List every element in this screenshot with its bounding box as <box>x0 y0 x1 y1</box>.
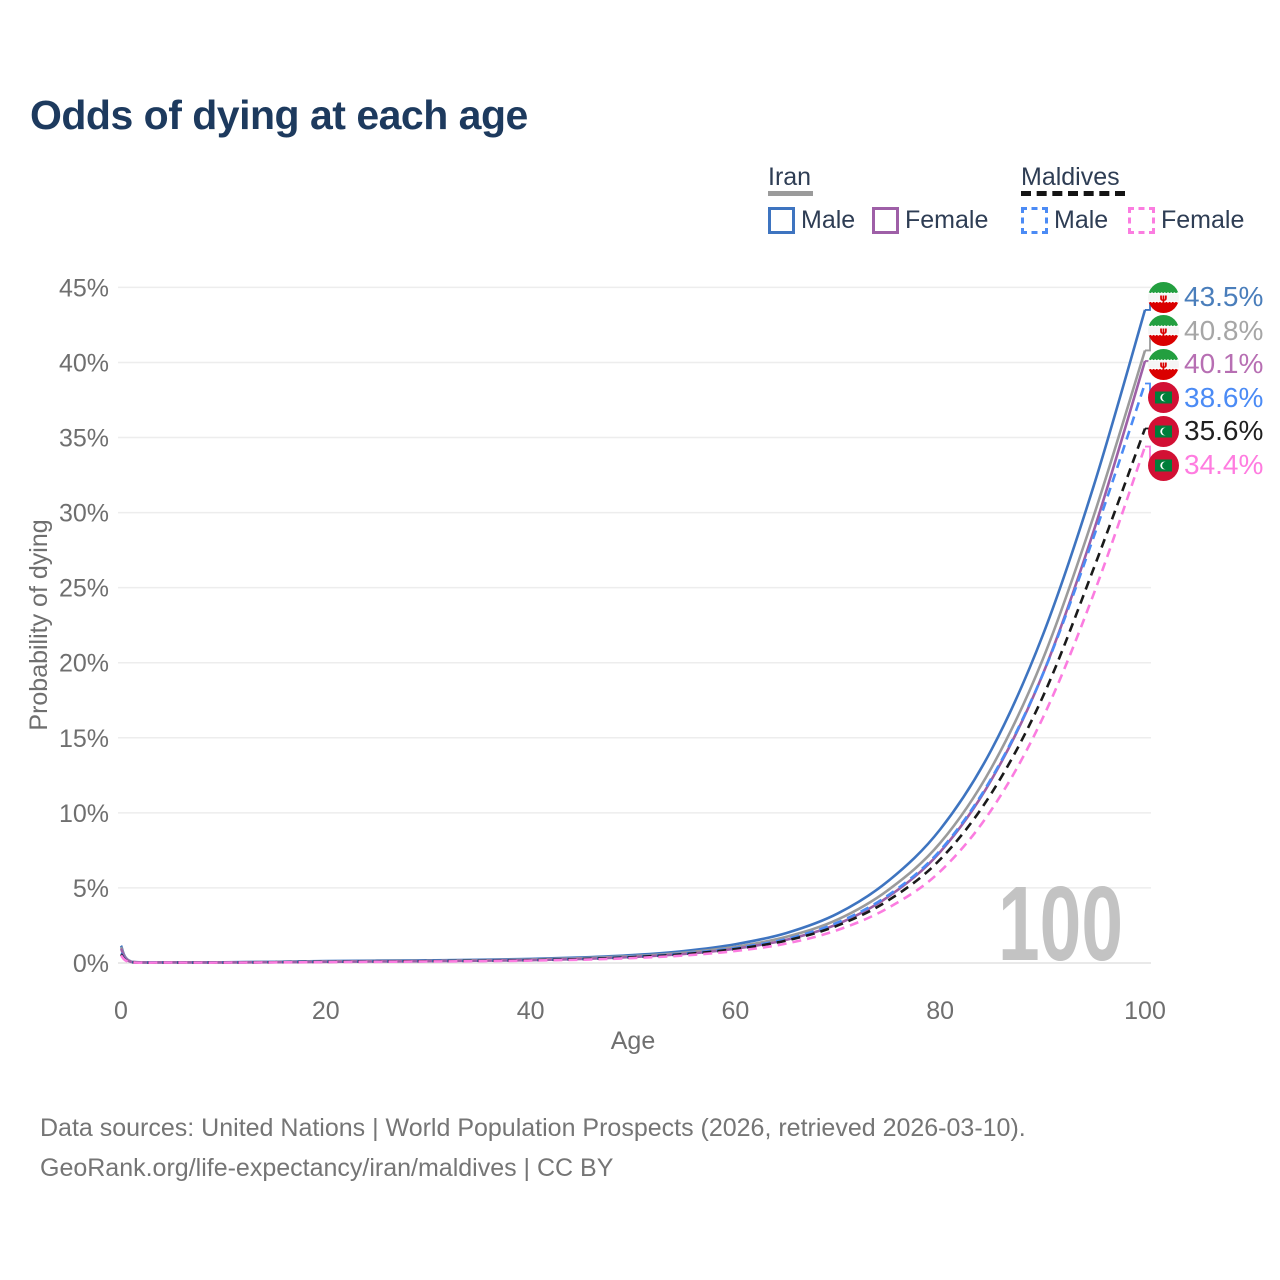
series-end-value: 43.5% <box>1184 281 1264 312</box>
legend-item-maldives-female[interactable]: Female <box>1128 206 1244 235</box>
y-tick-label: 0% <box>73 950 109 978</box>
country-flag-icon <box>1148 416 1179 447</box>
legend-maldives-line-sample <box>1021 191 1125 196</box>
y-tick-label: 45% <box>59 274 109 302</box>
maldives-female-swatch-icon <box>1128 207 1155 234</box>
y-tick-label: 10% <box>59 800 109 828</box>
iran-female-swatch-icon <box>872 207 899 234</box>
attribution-line: GeoRank.org/life-expectancy/iran/maldive… <box>40 1154 614 1182</box>
x-tick-label: 80 <box>926 997 954 1025</box>
country-flag-icon <box>1148 382 1179 413</box>
legend-group-maldives-title: Maldives <box>1021 163 1120 191</box>
legend-item-maldives-male[interactable]: Male <box>1021 206 1108 235</box>
y-tick-label: 40% <box>59 349 109 377</box>
y-tick-label: 35% <box>59 425 109 453</box>
line-iran-male <box>119 309 1147 964</box>
country-flag-icon <box>1148 349 1179 380</box>
legend-item-label: Female <box>905 206 989 234</box>
y-tick-label: 25% <box>59 575 109 603</box>
data-sources-line: Data sources: United Nations | World Pop… <box>40 1114 1026 1142</box>
end-label-maldives-both-sexes: 35.6% <box>1148 415 1263 447</box>
end-label-maldives-male: 38.6% <box>1148 382 1263 414</box>
country-flag-icon <box>1148 450 1179 481</box>
end-label-iran-male: 43.5% <box>1148 281 1263 313</box>
x-tick-label: 60 <box>721 997 749 1025</box>
country-flag-icon <box>1148 315 1179 346</box>
line-maldives-female <box>120 446 1147 964</box>
line-maldives-male <box>119 383 1147 964</box>
page-title: Odds of dying at each age <box>30 92 528 138</box>
series-end-value: 40.8% <box>1184 314 1264 346</box>
maldives-male-swatch-icon <box>1021 207 1048 234</box>
y-tick-label: 20% <box>59 650 109 678</box>
x-tick-label: 40 <box>517 997 545 1025</box>
x-tick-label: 20 <box>312 997 340 1025</box>
end-label-iran-female: 40.1% <box>1148 348 1263 380</box>
legend-item-iran-male[interactable]: Male <box>768 206 855 235</box>
series-end-value: 34.4% <box>1184 449 1264 480</box>
y-axis-title: Probability of dying <box>25 519 53 730</box>
hover-age-watermark: 100 <box>998 865 1123 983</box>
x-axis-title: Age <box>611 1027 655 1055</box>
y-tick-label: 5% <box>73 875 109 903</box>
y-tick-label: 15% <box>59 725 109 753</box>
legend-group-iran-title: Iran <box>768 163 812 191</box>
legend-item-iran-female[interactable]: Female <box>872 206 988 235</box>
y-tick-label: 30% <box>59 500 109 528</box>
line-iran-both <box>119 350 1147 964</box>
x-tick-label: 0 <box>114 997 128 1025</box>
series-end-value: 35.6% <box>1184 415 1264 447</box>
end-label-maldives-female: 34.4% <box>1148 449 1263 481</box>
legend-item-label: Male <box>1054 206 1109 234</box>
legend-item-label: Female <box>1161 206 1245 234</box>
end-label-iran-both-sexes: 40.8% <box>1148 315 1263 347</box>
country-flag-icon <box>1148 282 1179 313</box>
series-end-value: 38.6% <box>1184 381 1264 413</box>
line-iran-female <box>119 360 1147 964</box>
legend-iran-line-sample <box>768 191 813 196</box>
x-tick-label: 100 <box>1124 997 1166 1025</box>
series-end-value: 40.1% <box>1184 348 1264 380</box>
line-maldives-both <box>120 428 1147 964</box>
footer: Data sources: United Nations | World Pop… <box>40 1108 1026 1188</box>
iran-male-swatch-icon <box>768 207 795 234</box>
legend-item-label: Male <box>801 206 856 234</box>
